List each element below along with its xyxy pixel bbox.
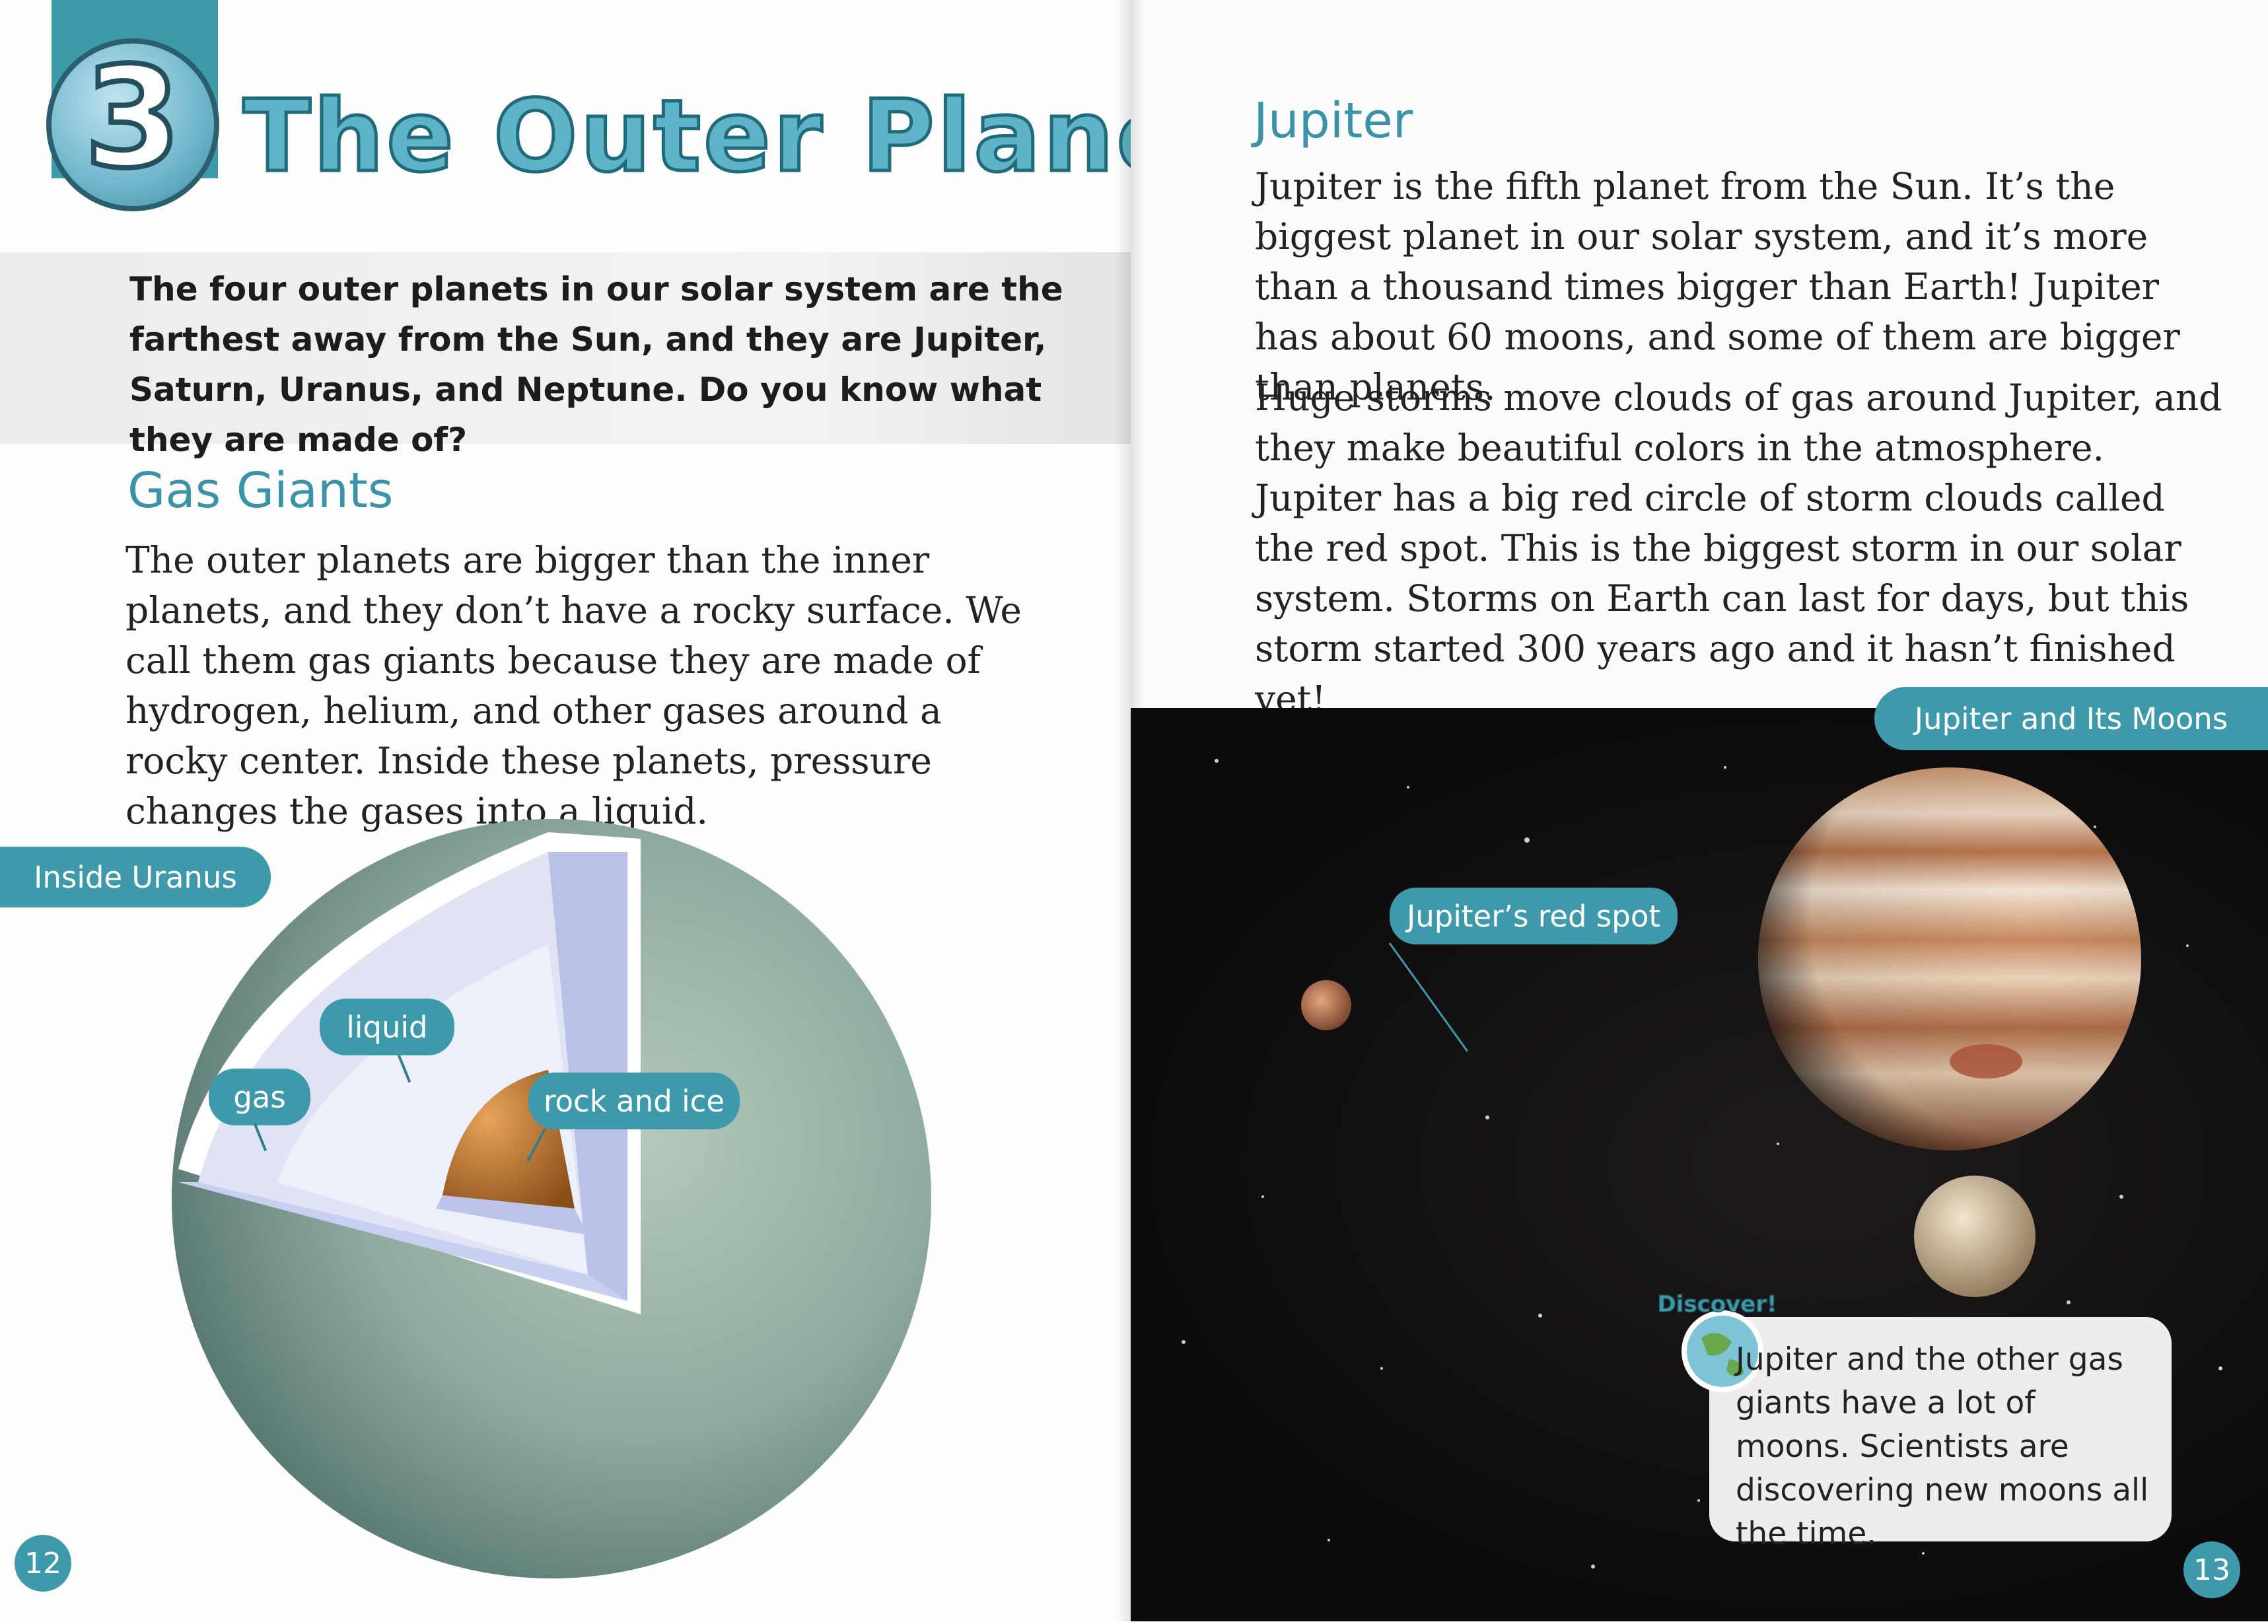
chapter-title: The Outer Planets xyxy=(241,78,1131,196)
uranus-cutaway-illustration xyxy=(172,819,931,1578)
discover-text: Jupiter and the other gas giants have a … xyxy=(1736,1341,2149,1552)
label-red-spot: Jupiter’s red spot xyxy=(1390,888,1678,944)
figure-tab-inside-uranus: Inside Uranus xyxy=(0,847,271,907)
discover-box xyxy=(1709,1317,2172,1541)
intro-band xyxy=(0,252,1131,444)
figure-tab-jupiter-moons: Jupiter and Its Moons xyxy=(1874,687,2268,750)
section-body: The outer planets are bigger than the in… xyxy=(125,539,1022,832)
jupiter-paragraph-2: Huge storms move clouds of gas around Ju… xyxy=(1255,376,2222,720)
page-number-left: 12 xyxy=(15,1535,71,1592)
book-gutter xyxy=(1116,0,1145,1621)
label-gas: gas xyxy=(209,1069,310,1125)
globe-icon xyxy=(46,38,219,211)
red-spot-pointer xyxy=(1388,942,1469,1052)
jupiter-heading: Jupiter xyxy=(1254,92,1413,149)
chapter-number: 3 xyxy=(82,34,184,201)
jupiter-paragraph-1: Jupiter is the fifth planet from the Sun… xyxy=(1255,165,2180,408)
discover-badge: Discover! xyxy=(1657,1290,1777,1392)
label-rock-and-ice: rock and ice xyxy=(528,1073,740,1129)
page-number-right: 13 xyxy=(2183,1541,2240,1598)
section-heading: Gas Giants xyxy=(127,462,394,519)
discover-badge-text: Discover! xyxy=(1657,1291,1777,1318)
left-page: 3 The Outer Planets The four outer plane… xyxy=(0,0,1131,1621)
label-liquid: liquid xyxy=(320,999,454,1055)
intro-paragraph: The four outer planets in our solar syst… xyxy=(129,270,1063,459)
